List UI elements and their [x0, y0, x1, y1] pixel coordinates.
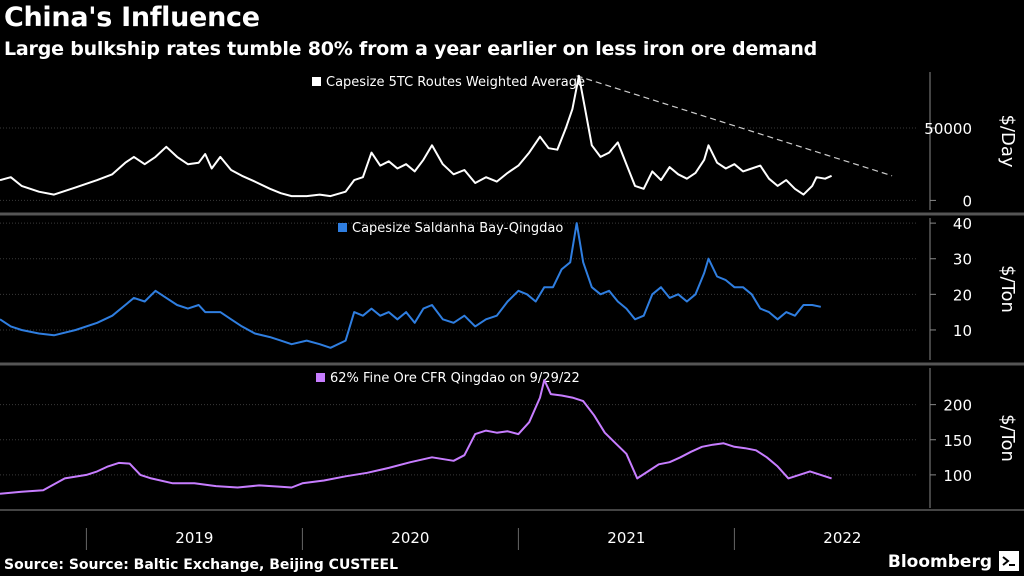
y-tick-label: 10: [953, 322, 972, 340]
legend-swatch: [312, 77, 321, 86]
y-tick-label: 150: [943, 432, 972, 450]
legend-label: Capesize 5TC Routes Weighted Average: [326, 75, 585, 90]
unit-label: $/Ton: [997, 414, 1018, 462]
y-tick-label: 0: [962, 192, 972, 210]
series-line: [0, 379, 832, 495]
series-line: [0, 74, 833, 198]
x-tick-label: 2020: [391, 529, 429, 547]
x-tick-label: 2022: [823, 529, 861, 547]
series-line: [0, 222, 822, 349]
y-tick-label: 100: [943, 467, 972, 485]
terminal-icon: [999, 551, 1019, 571]
unit-label: $/Ton: [997, 265, 1018, 313]
chart-title: China's Influence: [4, 2, 260, 33]
x-tick-label: 2021: [607, 529, 645, 547]
brand-logo: Bloomberg: [887, 552, 992, 572]
chart-area: 0 50000 $/Day Capesize 5TC Routes Weighted …: [0, 72, 1024, 550]
legend-label: Capesize Saldanha Bay-Qingdao: [352, 221, 563, 236]
x-tick-label: 2019: [175, 529, 213, 547]
legend-swatch: [338, 223, 347, 232]
y-tick-label: 50000: [924, 120, 972, 138]
source-note: Source: Source: Baltic Exchange, Beijing…: [4, 557, 398, 573]
trend-line: [576, 75, 893, 177]
legend-label: 62% Fine Ore CFR Qingdao on 9/29/22: [330, 371, 580, 386]
y-tick-label: 30: [953, 251, 972, 269]
unit-label: $/Day: [997, 114, 1018, 167]
y-tick-label: 200: [943, 397, 972, 415]
legend-swatch: [316, 373, 325, 382]
y-tick-label: 40: [953, 215, 972, 233]
chart-subtitle: Large bulkship rates tumble 80% from a y…: [4, 38, 818, 60]
y-tick-label: 20: [953, 286, 972, 304]
